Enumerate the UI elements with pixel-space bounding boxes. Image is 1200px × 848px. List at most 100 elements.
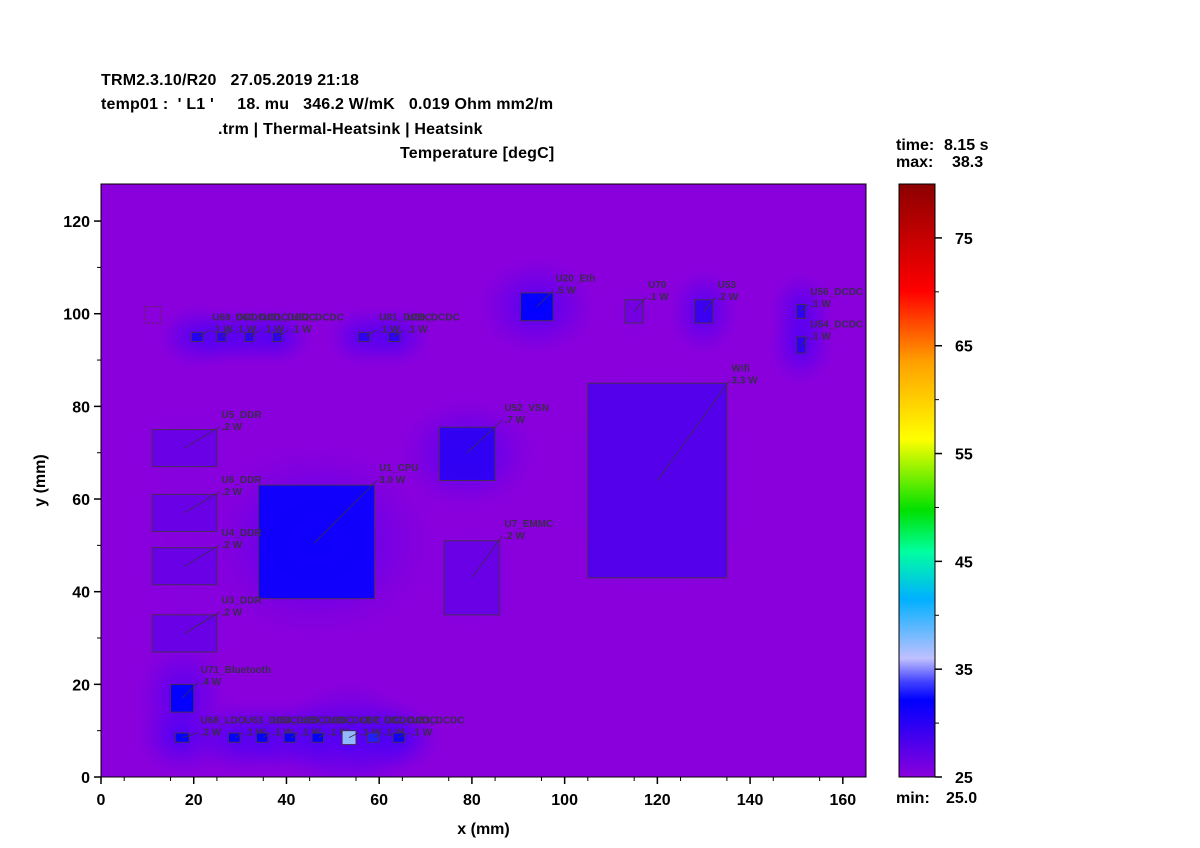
component-name-label: U6_DDR bbox=[222, 475, 263, 486]
leader-line bbox=[249, 329, 262, 338]
component-name-label: U82_DCDC bbox=[384, 716, 437, 727]
leader-line bbox=[184, 426, 220, 449]
leader-line bbox=[374, 732, 383, 738]
component-power-label: .2 W bbox=[201, 728, 222, 739]
y-tick-label: 40 bbox=[72, 585, 90, 602]
leader-line bbox=[536, 290, 554, 308]
colorbar-tick-label: 45 bbox=[955, 554, 973, 571]
x-tick-label: 160 bbox=[829, 792, 856, 809]
leader-line bbox=[800, 336, 809, 347]
component-name-label: U83_DCDC bbox=[412, 716, 465, 727]
x-tick-label: 80 bbox=[463, 792, 481, 809]
y-tick-label: 20 bbox=[72, 677, 90, 694]
component-u66_dcdc bbox=[311, 732, 325, 743]
header-line-3: .trm | Thermal-Heatsink | Heatsink bbox=[218, 121, 483, 138]
component-power-label: 3.0 W bbox=[379, 475, 406, 486]
colorbar-tick-label: 55 bbox=[955, 447, 973, 464]
component-power-label: .1 W bbox=[212, 325, 233, 336]
component-u64_dcdc bbox=[255, 732, 269, 743]
component-name-label: U5_DDR bbox=[222, 410, 263, 421]
component-name-label: U1_CPU bbox=[379, 463, 418, 474]
x-tick-label: 140 bbox=[737, 792, 764, 809]
component-power-label: .1 W bbox=[407, 325, 428, 336]
component-name-label: U64_DCDC bbox=[273, 716, 326, 727]
y-tick-label: 120 bbox=[63, 214, 90, 231]
x-axis-label: x (mm) bbox=[457, 821, 509, 838]
component-power-label: .1 W bbox=[235, 325, 256, 336]
component-name-label: U71_Bluetooth bbox=[201, 665, 272, 676]
y-tick-label: 60 bbox=[72, 492, 90, 509]
x-tick-label: 40 bbox=[278, 792, 296, 809]
component-u80_dcdc bbox=[387, 331, 401, 343]
time-label: time: bbox=[896, 137, 935, 154]
component-name-label: U54_DCDC bbox=[810, 320, 863, 331]
component-name-label: U69_DCDC bbox=[212, 313, 265, 324]
component-name-label: U81_DCDC bbox=[379, 313, 432, 324]
component-power-label: .1 W bbox=[245, 728, 266, 739]
component-u69_dcdc bbox=[190, 331, 204, 343]
leader-line bbox=[313, 479, 378, 544]
component-power-label: .2 W bbox=[222, 540, 243, 551]
leader-line bbox=[703, 296, 716, 312]
leader-line bbox=[198, 329, 211, 338]
leader-line bbox=[235, 732, 243, 738]
leader-line bbox=[800, 303, 809, 312]
component-power-label: 3.3 W bbox=[732, 376, 759, 387]
component-power-label: .1 W bbox=[291, 325, 312, 336]
leader-line bbox=[221, 329, 234, 338]
colorbar-tick-label: 25 bbox=[955, 770, 973, 787]
component-u81_dcdc bbox=[357, 331, 371, 343]
component-name-label: U68_LDO bbox=[201, 716, 246, 727]
leader-line bbox=[633, 296, 647, 312]
component-name-label: U70 bbox=[648, 280, 667, 291]
component-power-label: .1 W bbox=[300, 728, 321, 739]
leader-line bbox=[365, 329, 378, 338]
component-name-label: U7_EMMC bbox=[504, 519, 553, 530]
component-outline bbox=[144, 306, 162, 324]
component-power-label: .1 W bbox=[648, 292, 669, 303]
component-name-label: U67_DCDC bbox=[361, 716, 414, 727]
component-name-label: U4_DDR bbox=[222, 528, 263, 539]
component-name-label: U61_DCDC bbox=[263, 313, 316, 324]
leader-line bbox=[184, 491, 220, 514]
component-name-label: U80_DCDC bbox=[407, 313, 460, 324]
component-power-label: .1 W bbox=[810, 332, 831, 343]
component-u63_dcdc bbox=[228, 732, 241, 743]
leader-line bbox=[318, 732, 327, 738]
component-name-label: U53 bbox=[718, 280, 737, 291]
leader-line bbox=[397, 732, 410, 738]
leader-line bbox=[657, 380, 730, 481]
component-u20_eth bbox=[520, 292, 554, 322]
component-u54_dcdc bbox=[795, 336, 807, 354]
component-name-label: U3_DDR bbox=[222, 595, 263, 606]
component-name-label: Wifi bbox=[732, 364, 750, 375]
y-tick-label: 80 bbox=[72, 399, 90, 416]
component-u83_dcdc bbox=[392, 732, 406, 743]
x-tick-label: 0 bbox=[97, 792, 106, 809]
max-label: max: bbox=[896, 154, 934, 171]
component-u52_vsn bbox=[438, 426, 496, 481]
component-name-label: U65_DCDC bbox=[300, 716, 353, 727]
y-tick-label: 0 bbox=[81, 770, 90, 787]
colorbar-tick-label: 35 bbox=[955, 662, 973, 679]
leader-line bbox=[184, 611, 220, 634]
component-name-label: U52_VSN bbox=[504, 403, 548, 414]
leader-line bbox=[392, 329, 406, 338]
component-power-label: .1 W bbox=[379, 325, 400, 336]
component-power-label: .1 W bbox=[412, 728, 433, 739]
chart-title: Temperature [degC] bbox=[400, 145, 555, 162]
header-line-1: TRM2.3.10/R20 27.05.2019 21:18 bbox=[101, 72, 360, 89]
plot-frame bbox=[100, 183, 867, 778]
leader-line bbox=[263, 732, 271, 738]
component-name-label: U66_DCDC bbox=[328, 716, 381, 727]
component-power-label: .2 W bbox=[718, 292, 739, 303]
component-power-label: .2 W bbox=[222, 422, 243, 433]
component-power-label: .2 W bbox=[222, 607, 243, 618]
component-power-label: .2 W bbox=[504, 531, 525, 542]
component-power-label: .1 W bbox=[810, 299, 831, 310]
leader-line bbox=[182, 732, 199, 739]
component-u65_dcdc bbox=[283, 732, 297, 743]
component-name-label: U56_DCDC bbox=[810, 287, 863, 298]
component-name-label: U60_DCDC bbox=[235, 313, 288, 324]
leader-line bbox=[290, 732, 299, 738]
